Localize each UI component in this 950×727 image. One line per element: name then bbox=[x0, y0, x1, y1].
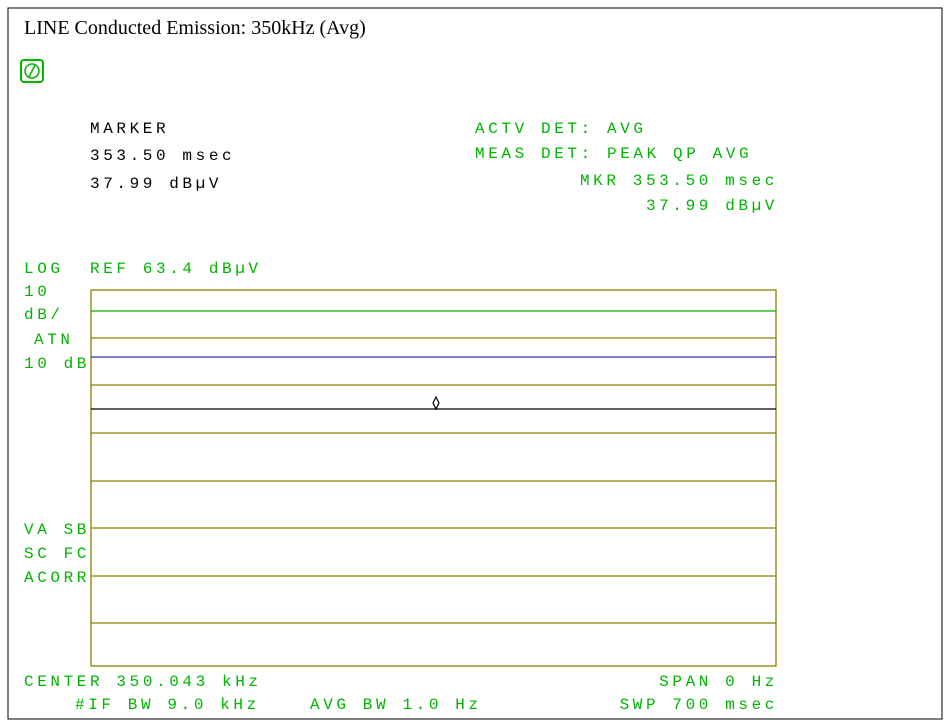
mkr-time: MKR 353.50 msec bbox=[580, 172, 778, 190]
marker-label: MARKER bbox=[90, 120, 169, 138]
if-bandwidth: #IF BW 9.0 kHz bbox=[75, 696, 260, 714]
atn-label: ATN bbox=[34, 331, 74, 349]
sweep-time: SWP 700 msec bbox=[620, 696, 778, 714]
span: SPAN 0 Hz bbox=[659, 673, 778, 691]
side-label: VA SB bbox=[24, 521, 90, 539]
atn-value: 10 dB bbox=[24, 355, 90, 373]
div-value: 10 bbox=[24, 283, 50, 301]
div-unit: dB/ bbox=[24, 306, 64, 324]
center-frequency: CENTER 350.043 kHz bbox=[24, 673, 262, 691]
marker-diamond bbox=[432, 395, 440, 411]
ref-level: REF 63.4 dBµV bbox=[90, 260, 262, 278]
logo bbox=[20, 59, 44, 83]
avg-bandwidth: AVG BW 1.0 Hz bbox=[310, 696, 482, 714]
mkr-level: 37.99 dBµV bbox=[646, 197, 778, 215]
graticule bbox=[90, 289, 777, 667]
marker-level: 37.99 dBµV bbox=[90, 175, 222, 193]
active-detector: ACTV DET: AVG bbox=[475, 120, 647, 138]
title: LINE Conducted Emission: 350kHz (Avg) bbox=[24, 17, 366, 39]
side-label: ACORR bbox=[24, 569, 90, 587]
scale-mode: LOG bbox=[24, 260, 64, 278]
frame bbox=[7, 7, 943, 720]
side-label: SC FC bbox=[24, 545, 90, 563]
marker-time: 353.50 msec bbox=[90, 147, 235, 165]
measure-detector: MEAS DET: PEAK QP AVG bbox=[475, 145, 752, 163]
